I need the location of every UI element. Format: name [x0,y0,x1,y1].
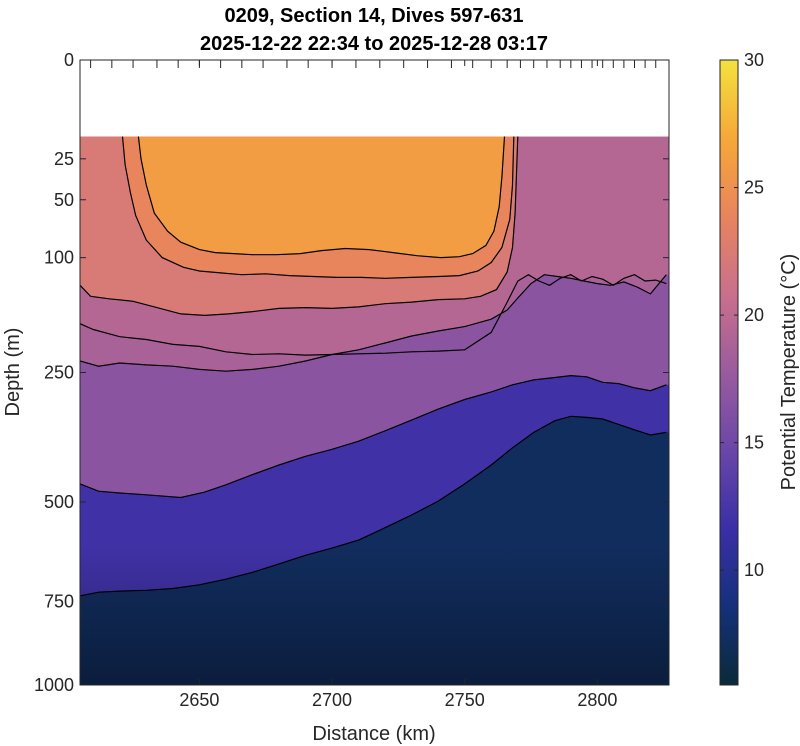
x-tick-label: 2700 [312,690,352,710]
colorbar-tick-label: 10 [744,560,764,580]
y-tick-label: 100 [44,248,74,268]
contour-25 [137,136,506,259]
y-tick-label: 1000 [34,675,74,695]
x-axis-label: Distance (km) [312,723,435,745]
contour-12 [80,415,667,597]
field-layer-25 [138,136,505,258]
contour-lines [80,136,667,597]
colorbar-tick-label: 20 [744,305,764,325]
y-axis: 0 25 50 100 250 500 750 1000 [34,50,669,695]
y-tick-label: 50 [54,190,74,210]
colorbar-fill [719,59,739,686]
contour-18 [80,274,667,372]
chart-title-line1: 0209, Section 14, Dives 597-631 [224,5,523,27]
y-tick-label: 750 [44,591,74,611]
colorbar-tick-label: 25 [744,178,764,198]
x-tick-label: 2750 [445,690,485,710]
temperature-field [80,136,669,685]
colorbar-tick-label: 30 [744,50,764,70]
y-axis-label: Depth (m) [2,328,24,417]
x-tick-label: 2650 [179,690,219,710]
contour-23 [121,136,515,279]
field-depth-shading [80,544,669,685]
colorbar-tick-label: 15 [744,433,764,453]
y-tick-label: 25 [54,149,74,169]
y-tick-label: 500 [44,492,74,512]
x-tick-label: 2800 [577,690,617,710]
chart-title-line2: 2025-12-22 22:34 to 2025-12-28 03:17 [200,33,548,55]
contour-20 [80,274,667,356]
contour-22 [80,136,519,317]
x-axis: 2650 2700 2750 2800 [179,60,617,710]
colorbar-label: Potential Temperature (°C) [778,254,800,491]
y-tick-label: 0 [64,50,74,70]
contour-15 [80,374,667,499]
colorbar: 10 15 20 25 30 [719,50,764,686]
y-tick-label: 250 [44,363,74,383]
